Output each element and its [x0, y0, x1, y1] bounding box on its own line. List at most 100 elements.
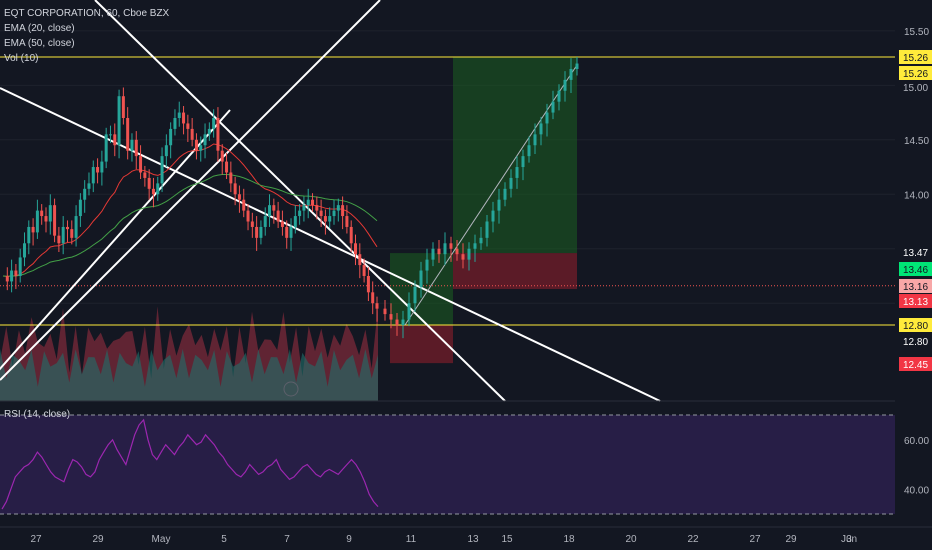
volume-area-fill-up — [0, 349, 378, 401]
time-tick-label: May — [152, 534, 171, 545]
candle-body — [53, 205, 57, 236]
candle-body — [113, 134, 117, 146]
candle-body — [285, 226, 289, 238]
time-tick-label: 11 — [406, 534, 417, 545]
candle-body — [108, 134, 112, 136]
candle-body — [557, 90, 561, 102]
time-tick-label: 5 — [221, 534, 227, 545]
candle-body — [413, 286, 417, 304]
volume-legend[interactable]: Vol (10) — [4, 53, 39, 64]
candle-body — [401, 319, 405, 325]
candle-body — [156, 183, 160, 195]
candle-body — [289, 226, 293, 238]
candle-body — [31, 226, 35, 233]
candle-body — [121, 96, 125, 119]
candle-body — [455, 248, 459, 255]
ema-lines — [2, 143, 378, 278]
candle-body — [104, 134, 108, 162]
candle-body — [328, 216, 332, 222]
price-tag-label: 15.26 — [903, 69, 928, 80]
candle-body — [100, 161, 104, 173]
candle-body — [527, 145, 531, 157]
candle-body — [65, 226, 69, 230]
candle-body — [383, 308, 387, 315]
candle-body — [186, 123, 190, 129]
candle-body — [203, 134, 207, 146]
candle-body — [177, 112, 181, 119]
candle-body — [48, 205, 52, 222]
candle-body — [35, 210, 39, 233]
candle-body — [207, 128, 211, 135]
rsi-tick-label: 40.00 — [904, 485, 929, 496]
candle-body — [332, 210, 336, 217]
rsi-legend[interactable]: RSI (14, close) — [4, 409, 71, 420]
candle-body — [375, 303, 379, 309]
candle-body — [345, 216, 349, 227]
trendline — [94, 0, 506, 402]
price-tag — [899, 50, 932, 64]
price-tag-label: 12.80 — [903, 321, 928, 332]
candle-body — [315, 205, 319, 211]
candle-body — [575, 63, 579, 69]
horizontal-lines — [0, 56, 895, 326]
candle-body — [259, 226, 263, 238]
candle-body — [233, 183, 237, 195]
price-tag-label: 13.13 — [903, 297, 928, 308]
price-tag-label: 15.26 — [903, 53, 928, 64]
candle-body — [147, 177, 151, 189]
price-tag — [899, 334, 932, 348]
candle-body — [306, 199, 310, 206]
candle-body — [194, 139, 198, 151]
candle-body — [467, 248, 471, 260]
candle-body — [431, 248, 435, 260]
candle-body — [268, 205, 272, 217]
time-tick-label: 15 — [501, 534, 513, 545]
price-tag — [899, 294, 932, 308]
candle-body — [57, 235, 61, 244]
ema50-legend[interactable]: EMA (50, close) — [4, 38, 75, 49]
candle-body — [563, 79, 567, 91]
time-tick-label: 29 — [92, 534, 104, 545]
time-tick-label: Jun — [841, 534, 857, 545]
candle-body — [341, 205, 345, 217]
candle-body — [5, 275, 9, 282]
candle-body — [407, 303, 411, 320]
candle-body — [395, 319, 399, 325]
candle-body — [44, 216, 48, 222]
candle-body — [366, 275, 370, 293]
candle-body — [139, 156, 143, 173]
ema20-legend[interactable]: EMA (20, close) — [4, 23, 75, 34]
time-tick-label: 27 — [749, 534, 761, 545]
candle-body — [242, 199, 246, 211]
candle-body — [182, 112, 186, 124]
candle-body — [27, 226, 31, 244]
candle-body — [551, 101, 555, 113]
candle-body — [497, 199, 501, 211]
price-tag — [899, 279, 932, 293]
trendline — [0, 109, 231, 371]
candle-body — [443, 243, 447, 255]
price-tag — [899, 66, 932, 80]
time-tick-label: 27 — [30, 534, 42, 545]
candle-body — [298, 210, 302, 217]
candle-body — [461, 254, 465, 260]
candle-body — [229, 172, 233, 184]
symbol-title[interactable]: EQT CORPORATION, 60, Cboe BZX — [4, 8, 170, 19]
price-axis[interactable]: 15.50 15.00 14.50 14.00 60.00 40.00 15.26 15.26… — [895, 0, 932, 550]
candle-body — [280, 221, 284, 227]
candle-body — [237, 194, 241, 200]
candle-body — [164, 145, 168, 157]
candle-body — [134, 139, 138, 157]
time-tick-label: 18 — [563, 534, 575, 545]
candle-body — [220, 150, 224, 162]
volume-area — [0, 306, 378, 401]
candle-body — [539, 123, 543, 135]
candle-body — [425, 259, 429, 271]
candle-body — [449, 243, 453, 249]
candle-body — [389, 314, 393, 320]
candle-body — [371, 292, 375, 304]
candle-body — [569, 68, 573, 80]
candle-body — [87, 183, 91, 189]
